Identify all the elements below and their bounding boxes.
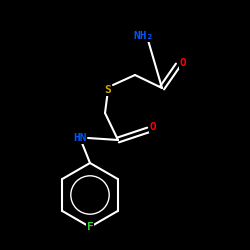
Text: O: O bbox=[180, 58, 186, 68]
Text: O: O bbox=[150, 122, 156, 132]
Text: F: F bbox=[87, 222, 94, 232]
Text: HN: HN bbox=[73, 133, 87, 143]
Text: NH₂: NH₂ bbox=[133, 31, 153, 41]
Text: S: S bbox=[104, 85, 112, 95]
